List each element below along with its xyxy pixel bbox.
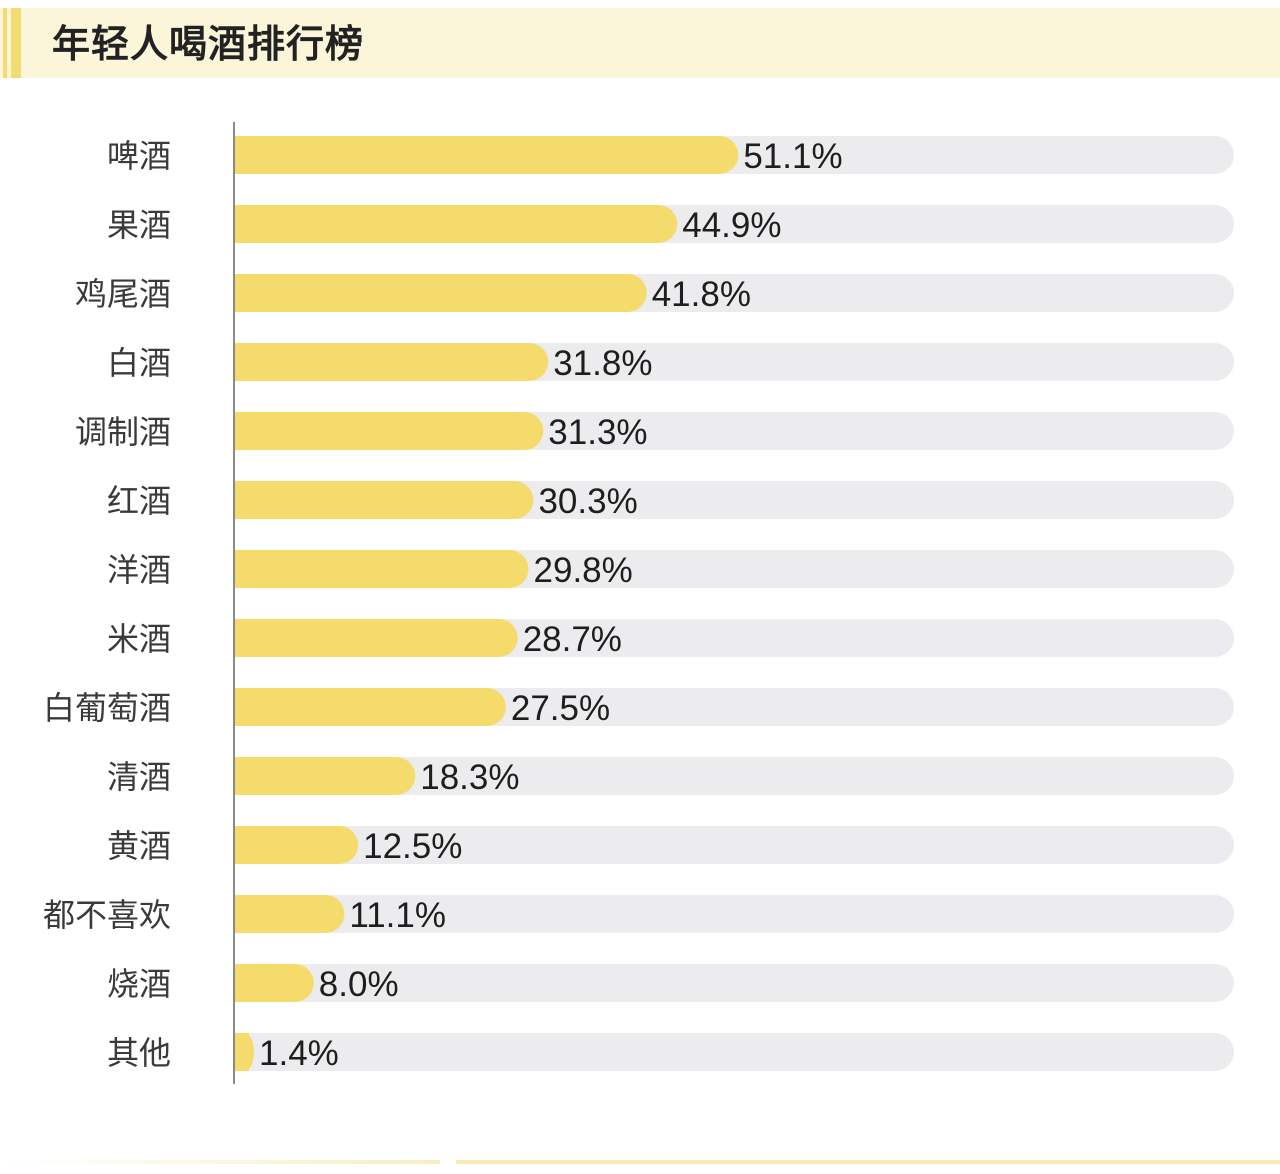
bar [235,205,678,243]
category-label: 都不喜欢 [43,896,171,934]
value-label: 31.8% [553,344,652,383]
bar [235,343,549,381]
category-label: 白葡萄酒 [43,689,171,727]
bar-track [235,826,1234,864]
bar-track [235,1033,1234,1071]
bar-track [235,895,1234,933]
bar [235,688,506,726]
value-label: 11.1% [349,896,446,935]
bar-cap [235,619,254,657]
value-label: 31.3% [548,413,647,452]
value-label: 44.9% [682,206,781,245]
category-label: 烧酒 [107,965,171,1003]
value-label: 28.7% [523,620,622,659]
category-label: 洋酒 [107,551,171,589]
bar-cap [235,136,254,174]
page-title: 年轻人喝酒排行榜 [52,22,365,66]
bars [235,136,739,1071]
category-label: 啤酒 [107,137,171,175]
category-label: 白酒 [107,344,171,382]
value-label: 51.1% [743,137,842,176]
bar [235,619,518,657]
value-label: 30.3% [538,482,637,521]
bar-cap [235,1033,249,1071]
bar-cap [235,550,254,588]
category-label: 清酒 [107,758,171,796]
bar-cap [235,757,254,795]
category-label: 果酒 [107,206,171,244]
value-label: 8.0% [319,965,399,1004]
bar [235,412,544,450]
category-label: 调制酒 [75,413,171,451]
bar-track [235,757,1234,795]
category-label: 其他 [107,1034,171,1072]
footer-rule [456,1160,1280,1164]
bar [235,964,314,1002]
bar [235,136,739,174]
header-accent-rule [3,8,7,78]
value-label: 12.5% [363,827,462,866]
bar [235,274,647,312]
bar-track [235,964,1234,1002]
header-accent-rule [11,8,21,78]
value-label: 1.4% [259,1034,339,1073]
bar [235,481,534,519]
bar-cap [235,412,254,450]
bar [235,826,359,864]
footer-rule [0,1160,440,1164]
value-label: 27.5% [511,689,610,728]
category-label: 米酒 [107,620,171,658]
bar [235,550,529,588]
value-labels: 51.1% 44.9% 41.8%31.8% 31.3% 30.3% 29.8% 28.7%… [259,137,843,1073]
bar-cap [235,895,254,933]
bar-cap [235,205,254,243]
bar-cap [235,688,254,726]
bar [235,895,345,933]
category-label: 鸡尾酒 [75,275,171,313]
value-label: 18.3% [420,758,519,797]
bar-cap [235,274,254,312]
category-label: 黄酒 [107,827,171,865]
header-band [0,8,1280,78]
bar-cap [235,481,254,519]
bar-cap [235,343,254,381]
bar-cap [235,964,254,1002]
value-label: 29.8% [534,551,633,590]
value-label: 41.8% [652,275,751,314]
category-label: 红酒 [107,482,171,520]
bar-cap [235,826,254,864]
bar [235,757,416,795]
